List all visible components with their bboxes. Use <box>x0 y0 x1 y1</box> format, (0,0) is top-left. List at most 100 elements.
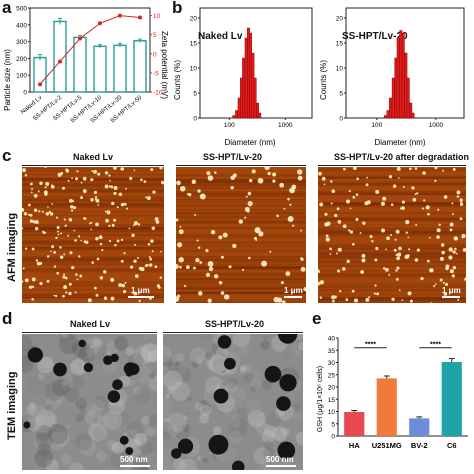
afm-particle <box>407 291 412 296</box>
chart-e-ytick-label: 20 <box>328 385 336 392</box>
tem-speckle <box>240 364 252 376</box>
tem-speckle <box>163 421 175 440</box>
tem-image-naked-lv <box>22 334 157 470</box>
afm-scanline <box>318 192 466 196</box>
afm-particle <box>74 291 77 294</box>
afm-particle <box>218 281 223 285</box>
afm-scanline <box>318 230 466 234</box>
afm-scanline <box>318 269 466 272</box>
afm-scanline <box>176 259 306 261</box>
afm-scanline <box>176 273 306 277</box>
afm-particle <box>436 228 441 233</box>
afm-particle <box>151 226 155 230</box>
afm-particle <box>73 229 76 232</box>
afm-particle <box>264 167 270 171</box>
tem-speckle <box>163 417 174 432</box>
tem-speckle <box>170 381 191 402</box>
tem-speckle <box>93 428 105 440</box>
tem-speckle <box>257 459 275 470</box>
afm-scanline <box>176 291 306 294</box>
afm-particle <box>366 176 368 179</box>
afm-particle <box>154 265 158 269</box>
tem-nanoparticle <box>171 448 182 459</box>
afm-particle <box>420 276 424 281</box>
chart-b-right-ylabel: Counts (%) <box>319 60 328 100</box>
afm-scanline <box>176 204 306 207</box>
afm-particle <box>140 178 143 182</box>
chart-e-ytick-label: 5 <box>331 421 335 428</box>
afm-scanline <box>22 270 164 273</box>
tem-speckle <box>146 427 155 436</box>
afm-particle <box>48 210 52 214</box>
tem-side-label: TEM imaging <box>6 371 18 440</box>
afm-particle <box>395 229 400 234</box>
tem-speckle <box>118 412 131 425</box>
tem-speckle <box>260 334 270 342</box>
afm-particle <box>22 267 25 270</box>
afm-scanline <box>176 249 306 253</box>
afm-scanline <box>318 176 466 179</box>
afm-particle <box>65 169 70 173</box>
chart-b-right-xtick-label: 1000 <box>429 122 444 129</box>
tem-speckle <box>113 336 129 351</box>
chart-e-xtick-label: BV-2 <box>411 441 428 450</box>
afm-particle <box>35 220 39 224</box>
tem-speckle <box>45 404 52 411</box>
afm-particle <box>303 287 306 292</box>
chart-a-ytick-label: 400 <box>16 22 27 29</box>
afm-particle <box>90 228 92 231</box>
tem-speckle <box>255 421 269 435</box>
tem-speckle <box>52 429 70 447</box>
afm-scanline <box>176 245 306 248</box>
tem-speckle <box>163 427 168 434</box>
tem-speckle <box>37 443 51 457</box>
afm-scalebar-1 <box>128 296 154 298</box>
chart-a-bar <box>113 44 127 93</box>
afm-particle <box>159 167 163 170</box>
chart-a-y2tick-label: -10 <box>153 90 163 97</box>
tem-speckle <box>130 427 142 438</box>
afm-particle <box>113 191 117 195</box>
afm-particle <box>238 219 244 224</box>
tem-speckle <box>78 438 96 456</box>
afm-particle <box>28 213 31 216</box>
afm-particle <box>230 186 234 190</box>
afm-scanline <box>22 183 164 186</box>
afm-particle <box>415 224 418 227</box>
tem-speckle <box>163 355 173 368</box>
tem-speckle <box>106 440 118 452</box>
afm-particle <box>27 203 31 207</box>
afm-particle <box>34 226 39 231</box>
afm-scanline <box>176 179 306 181</box>
afm-particle <box>456 195 460 198</box>
afm-particle <box>53 251 57 254</box>
afm-particle <box>222 232 228 238</box>
afm-scanline <box>176 301 306 303</box>
afm-scanline <box>176 183 306 187</box>
afm-scanline <box>176 256 306 258</box>
afm-particle <box>63 218 66 221</box>
afm-particle <box>422 171 426 175</box>
afm-particle <box>76 170 79 173</box>
afm-scanline <box>176 265 306 268</box>
afm-particle <box>56 225 60 230</box>
afm-particle <box>401 299 404 302</box>
afm-particle <box>24 278 29 283</box>
tem-nanoparticle <box>278 334 298 344</box>
afm-particle <box>96 257 100 261</box>
afm-particle <box>287 216 294 222</box>
afm-particle <box>46 255 50 258</box>
tem-speckle <box>88 423 107 442</box>
afm-particle <box>462 247 466 252</box>
afm-particle <box>300 266 306 272</box>
tem-speckle <box>199 404 212 417</box>
afm-particle <box>44 186 47 189</box>
afm-particle <box>31 247 35 251</box>
afm-particle <box>39 181 43 185</box>
afm-particle <box>94 286 97 290</box>
tem-speckle <box>115 419 124 427</box>
afm-scanline <box>318 177 466 179</box>
afm-particle <box>326 221 331 226</box>
tem-speckle <box>35 431 53 450</box>
afm-particle <box>144 264 148 267</box>
